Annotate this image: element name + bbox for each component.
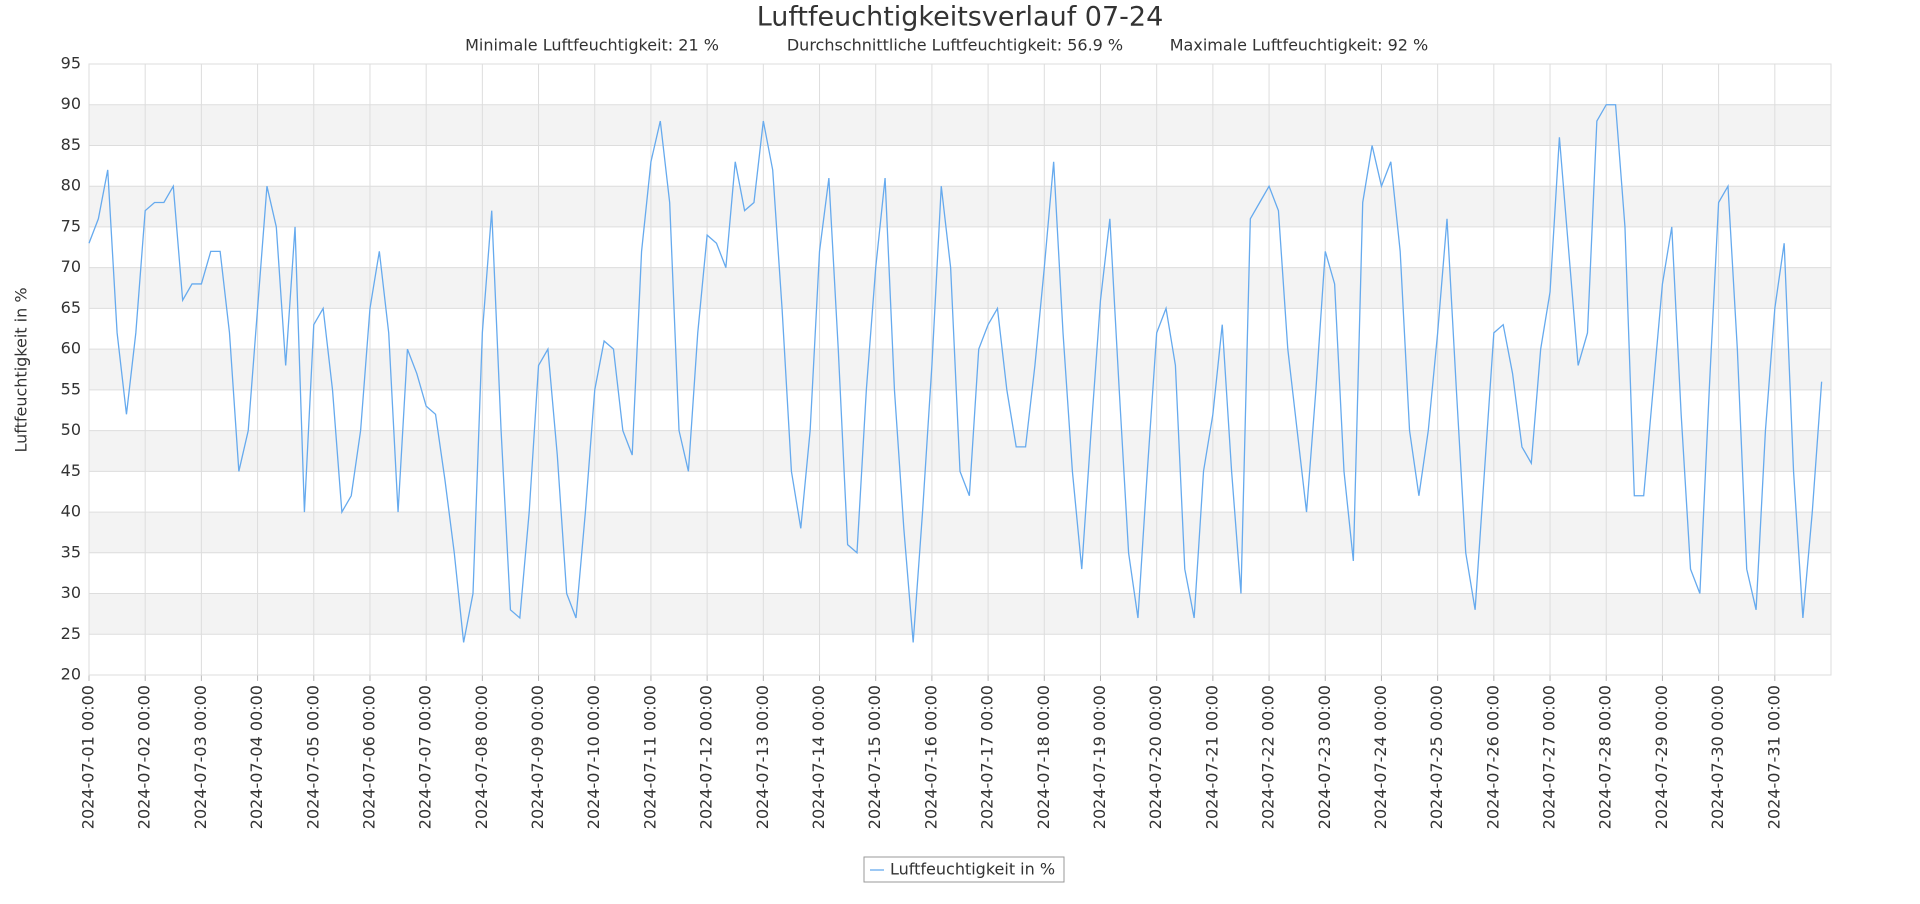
chart-subtitle: Durchschnittliche Luftfeuchtigkeit: 56.9…: [787, 36, 1123, 55]
y-tick-label: 35: [61, 542, 81, 561]
x-tick-label: 2024-07-12 00:00: [697, 685, 716, 829]
x-tick-label: 2024-07-15 00:00: [865, 685, 884, 829]
y-tick-label: 90: [61, 94, 81, 113]
grid-band: [89, 267, 1831, 309]
y-tick-label: 25: [61, 624, 81, 643]
x-tick-label: 2024-07-01 00:00: [79, 685, 98, 829]
x-tick-label: 2024-07-16 00:00: [921, 685, 940, 829]
y-tick-label: 60: [61, 339, 81, 358]
grid-band: [89, 104, 1831, 146]
y-tick-label: 65: [61, 298, 81, 317]
x-tick-label: 2024-07-22 00:00: [1259, 685, 1278, 829]
grid-band: [89, 512, 1831, 553]
x-tick-label: 2024-07-23 00:00: [1315, 685, 1334, 829]
grid-band: [89, 349, 1831, 390]
x-tick-label: 2024-07-06 00:00: [359, 685, 378, 829]
y-tick-label: 30: [61, 583, 81, 602]
x-tick-label: 2024-07-31 00:00: [1764, 685, 1783, 829]
x-tick-label: 2024-07-08 00:00: [472, 685, 491, 829]
y-tick-label: 50: [61, 420, 81, 439]
x-tick-label: 2024-07-18 00:00: [1034, 685, 1053, 829]
x-tick-label: 2024-07-07 00:00: [416, 685, 435, 829]
legend-box: [863, 856, 1065, 883]
y-tick-label: 75: [61, 216, 81, 235]
y-tick-label: 20: [61, 665, 81, 684]
chart-subtitle: Minimale Luftfeuchtigkeit: 21 %: [465, 36, 719, 55]
x-tick-label: 2024-07-03 00:00: [191, 685, 210, 829]
x-tick-label: 2024-07-14 00:00: [809, 685, 828, 829]
plot-frame: [88, 63, 1832, 676]
x-tick-label: 2024-07-26 00:00: [1483, 685, 1502, 829]
x-tick-label: 2024-07-21 00:00: [1202, 685, 1221, 829]
x-tick-label: 2024-07-24 00:00: [1371, 685, 1390, 829]
x-tick-label: 2024-07-10 00:00: [584, 685, 603, 829]
y-tick-label: 80: [61, 176, 81, 195]
y-tick-label: 45: [61, 461, 81, 480]
y-axis-label: Luftfeuchtigkeit in %: [12, 287, 31, 452]
x-tick-label: 2024-07-17 00:00: [978, 685, 997, 829]
grid-band: [89, 593, 1831, 635]
x-tick-label: 2024-07-28 00:00: [1596, 685, 1615, 829]
chart-title: Luftfeuchtigkeitsverlauf 07-24: [757, 2, 1164, 33]
y-tick-label: 85: [61, 135, 81, 154]
y-tick-label: 70: [61, 257, 81, 276]
x-tick-label: 2024-07-02 00:00: [135, 685, 154, 829]
data-line: [88, 104, 1823, 643]
x-tick-label: 2024-07-20 00:00: [1146, 685, 1165, 829]
legend-label: Luftfeuchtigkeit in %: [890, 860, 1055, 879]
y-tick-label: 95: [61, 54, 81, 73]
x-tick-label: 2024-07-13 00:00: [753, 685, 772, 829]
x-tick-label: 2024-07-30 00:00: [1708, 685, 1727, 829]
x-tick-label: 2024-07-04 00:00: [247, 685, 266, 829]
x-tick-label: 2024-07-25 00:00: [1427, 685, 1446, 829]
x-tick-label: 2024-07-11 00:00: [640, 685, 659, 829]
y-tick-label: 40: [61, 502, 81, 521]
x-tick-label: 2024-07-27 00:00: [1540, 685, 1559, 829]
legend: Luftfeuchtigkeit in %: [863, 856, 1065, 883]
x-tick-label: 2024-07-19 00:00: [1090, 685, 1109, 829]
x-tick-label: 2024-07-29 00:00: [1652, 685, 1671, 829]
grid-band: [89, 186, 1831, 227]
y-tick-label: 55: [61, 379, 81, 398]
x-tick-label: 2024-07-09 00:00: [528, 685, 547, 829]
chart-subtitle: Maximale Luftfeuchtigkeit: 92 %: [1170, 36, 1429, 55]
x-tick-label: 2024-07-05 00:00: [303, 685, 322, 829]
